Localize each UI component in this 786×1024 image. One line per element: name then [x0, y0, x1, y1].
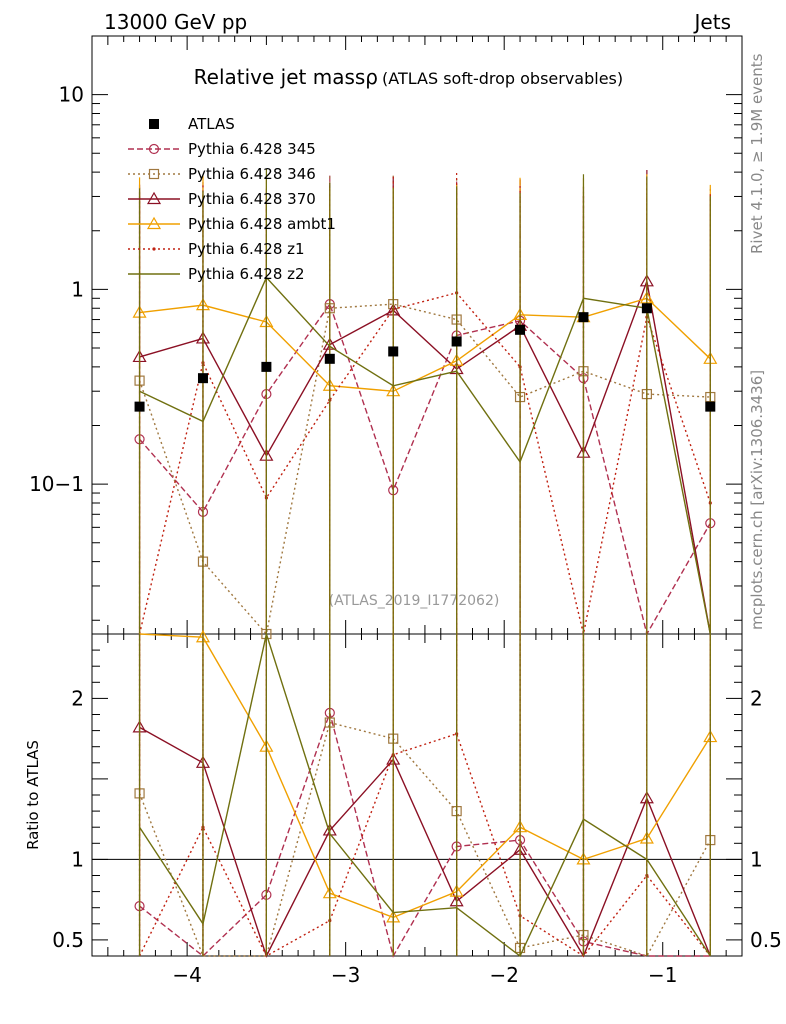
data-point — [515, 324, 526, 335]
analysis-watermark: (ATLAS_2019_I1772062) — [329, 593, 500, 609]
legend-label: Pythia 6.428 370 — [188, 190, 316, 208]
legend-entry: Pythia 6.428 346 — [128, 165, 316, 183]
legend: ATLAS Pythia 6.428 345 Pythia 6.428 346 Pyt… — [128, 115, 336, 283]
ratio-pythia-6-428-z1 — [138, 634, 711, 957]
series-line — [138, 303, 711, 636]
legend-label: ATLAS — [188, 115, 235, 133]
legend-marker — [149, 119, 159, 129]
series-pythia-6-428-z2 — [138, 169, 711, 635]
ratio-ylabel: Ratio to ATLAS — [24, 740, 42, 850]
legend-entry: Pythia 6.428 345 — [128, 140, 316, 158]
ratio-y-tick-label-right: 0.5 — [750, 928, 782, 952]
side-text-top: Rivet 4.1.0, ≥ 1.9M events — [748, 53, 766, 254]
data-point — [388, 346, 399, 357]
ratio-y-tick-label-right: 1 — [750, 847, 763, 871]
data-point — [705, 401, 716, 412]
chart-subtitle: (ATLAS soft-drop observables) — [382, 69, 623, 88]
ratio-pythia-6-428-ambt1 — [138, 630, 718, 956]
legend-label: Pythia 6.428 346 — [188, 165, 316, 183]
legend-entry: Pythia 6.428 370 — [128, 190, 316, 208]
legend-entry: Pythia 6.428 z2 — [128, 265, 305, 283]
legend-entry: Pythia 6.428 z1 — [128, 240, 305, 258]
header-right: Jets — [693, 10, 731, 34]
ratio-pythia-6-428-z2 — [138, 631, 711, 958]
series-line — [139, 278, 711, 635]
y-tick-label: 1 — [71, 277, 84, 301]
ratio-line — [138, 732, 711, 957]
ratio-y-tick-label: 2 — [71, 686, 84, 710]
ratio-y-tick-label: 1 — [71, 847, 84, 871]
data-point — [324, 353, 335, 364]
x-tick-label: −2 — [489, 963, 518, 987]
series-line — [138, 292, 711, 635]
x-tick-label: −3 — [331, 963, 360, 987]
y-tick-label: 10−1 — [29, 472, 84, 496]
ratio-line — [138, 631, 711, 958]
series-line — [139, 276, 711, 635]
data-point — [261, 361, 272, 372]
legend-marker — [148, 168, 160, 180]
ratio-line — [139, 726, 711, 958]
legend-marker — [148, 143, 160, 155]
legend-marker — [146, 216, 162, 230]
series-line — [139, 297, 711, 392]
data-point — [134, 401, 145, 412]
ratio-line — [139, 633, 711, 919]
data-point — [451, 336, 462, 347]
legend-marker — [146, 191, 162, 205]
ratio-line — [139, 710, 711, 958]
side-text-bottom: mcplots.cern.ch [arXiv:1306.3436] — [748, 370, 766, 630]
marks-group — [132, 169, 718, 958]
ratio-y-tick-label: 0.5 — [52, 928, 84, 952]
y-tick-label: 10 — [59, 83, 84, 107]
x-tick-label: −4 — [172, 963, 201, 987]
legend-label: Pythia 6.428 z1 — [188, 240, 305, 258]
ratio-pythia-6-428-345 — [134, 634, 711, 958]
legend-entry: ATLAS — [149, 115, 235, 133]
ratio-y-tick-label-right: 2 — [750, 686, 763, 710]
chart-title: Relative jet massρ — [194, 65, 378, 89]
data-point — [641, 303, 652, 314]
legend-label: Pythia 6.428 ambt1 — [188, 215, 336, 233]
series-atlas — [134, 303, 716, 412]
x-tick-label: −1 — [648, 963, 677, 987]
legend-label: Pythia 6.428 z2 — [188, 265, 305, 283]
legend-marker — [152, 247, 156, 251]
axes-group: −4 −3 −2 −1 10 1 10−1 2 2 1 1 0.5 0.5 — [29, 35, 782, 987]
legend-entry: Pythia 6.428 ambt1 — [128, 215, 336, 233]
series-line — [139, 302, 711, 636]
ratio-pythia-6-428-346 — [134, 634, 716, 957]
header-left: 13000 GeV pp — [104, 10, 247, 34]
legend-label: Pythia 6.428 345 — [188, 140, 316, 158]
data-point — [197, 373, 208, 384]
ratio-line — [138, 721, 711, 957]
data-point — [578, 312, 589, 323]
